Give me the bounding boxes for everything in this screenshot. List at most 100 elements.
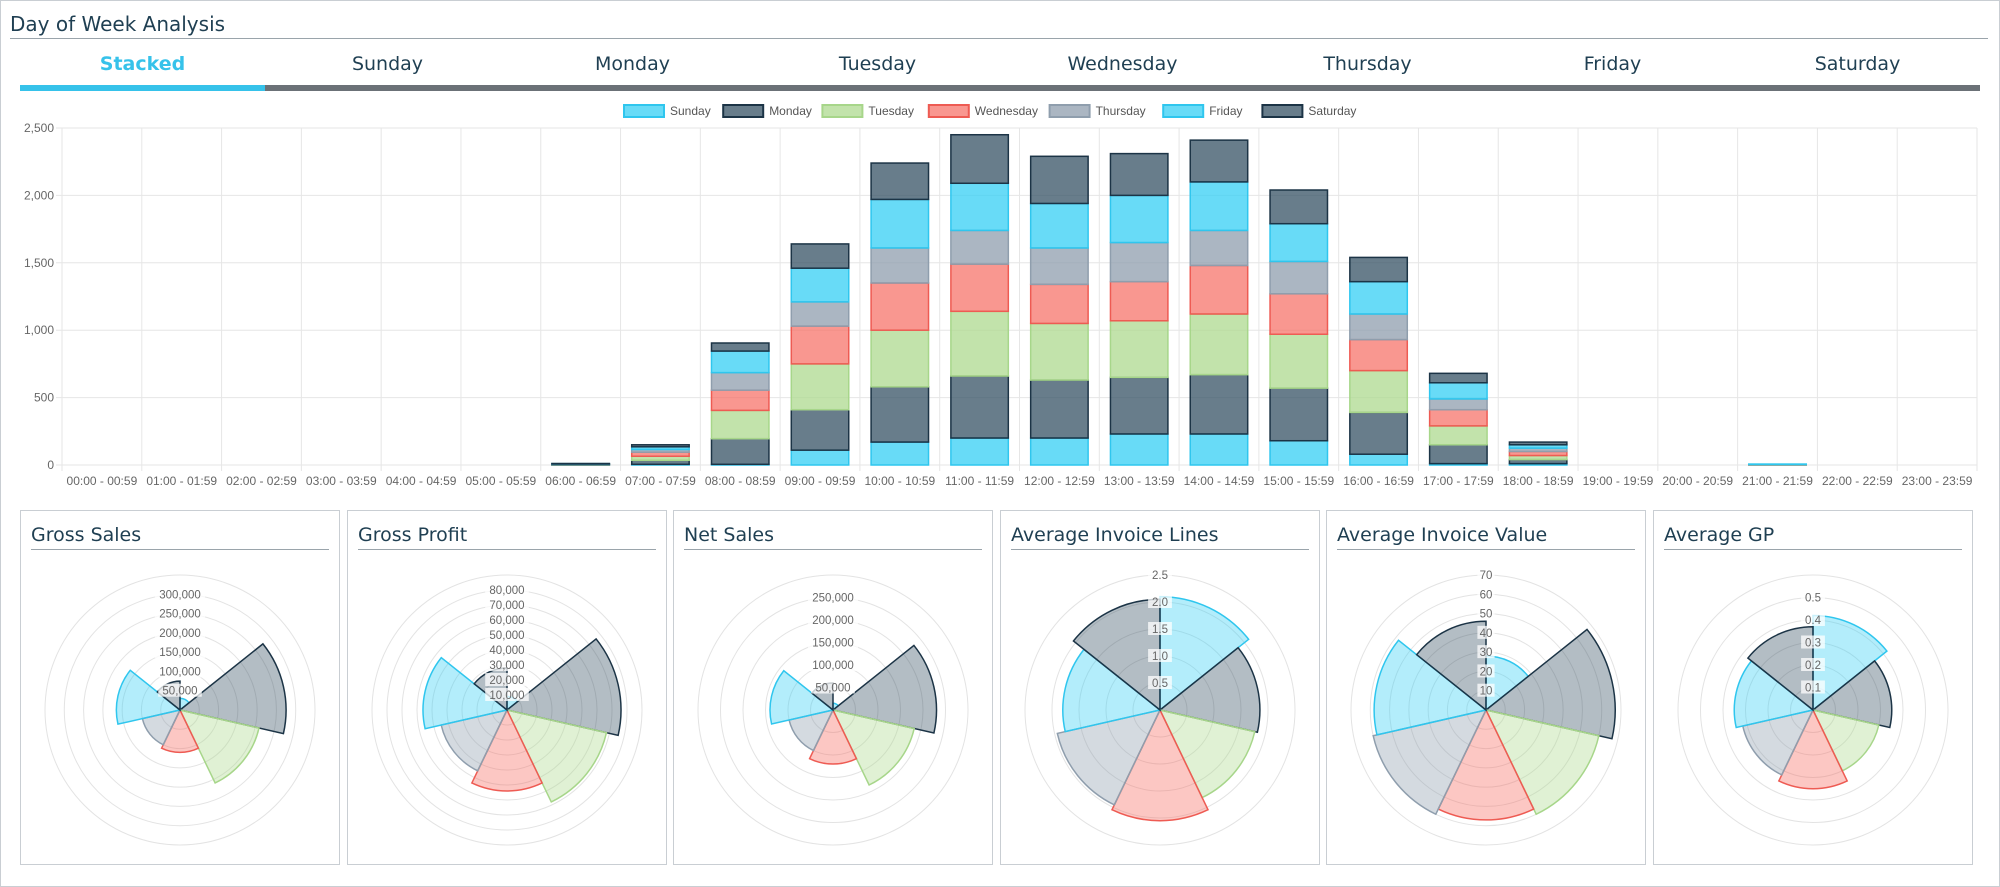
- x-tick-label: 07:00 - 07:59: [625, 474, 696, 488]
- legend-label-friday: Friday: [1209, 104, 1242, 118]
- polar-tick-label: 50,000: [489, 630, 524, 642]
- tab-wednesday[interactable]: Wednesday: [1067, 53, 1178, 75]
- panel-title: Average GP: [1664, 524, 1775, 546]
- polar-slice-wednesday: [1437, 708, 1535, 821]
- tab-thursday[interactable]: Thursday: [1323, 53, 1412, 75]
- polar-tick-backdrop: [158, 683, 202, 697]
- legend-label-monday: Monday: [769, 104, 812, 118]
- polar-tick-backdrop: [1477, 568, 1495, 581]
- bar-segment-saturday: [1349, 256, 1409, 283]
- bar-segment-friday: [1029, 202, 1089, 249]
- polar-tick-backdrop: [807, 590, 859, 604]
- bar-segment-tuesday: [1029, 322, 1089, 381]
- polar-slice-friday: [1062, 648, 1162, 733]
- bar-segment-tuesday: [950, 310, 1010, 377]
- polar-slice-tuesday: [831, 708, 916, 787]
- bar-segment-friday: [870, 198, 930, 249]
- polar-tick-backdrop: [154, 625, 206, 639]
- gross-profit-polar-chart: 10,000 20,000 30,000 40,000 50,000 60,000 70,0…: [371, 574, 643, 846]
- x-tick-label: 22:00 - 22:59: [1822, 474, 1893, 488]
- polar-tick-label: 10,000: [489, 690, 524, 702]
- polar-tick-backdrop: [485, 643, 529, 656]
- bar-segment-wednesday: [1349, 338, 1409, 372]
- bar-segment-friday: [710, 350, 770, 374]
- x-tick-label: 13:00 - 13:59: [1104, 474, 1175, 488]
- polar-slice-friday: [115, 669, 182, 726]
- bar-segment-wednesday: [1109, 280, 1169, 322]
- polar-tick-backdrop: [1477, 606, 1495, 620]
- hourly-stacked-bar-chart: Sunday Monday Tuesday Wednesday Thursday Frid…: [24, 104, 1978, 488]
- tab-friday[interactable]: Friday: [1583, 53, 1642, 75]
- legend-label-tuesday: Tuesday: [868, 104, 914, 118]
- polar-tick-backdrop: [811, 680, 855, 694]
- bar-segment-sunday: [1189, 433, 1249, 466]
- polar-tick-label: 300,000: [159, 589, 201, 601]
- polar-tick-label: 1.5: [1152, 624, 1168, 636]
- polar-tick-label: 0.2: [1805, 660, 1821, 672]
- tab-sunday[interactable]: Sunday: [351, 53, 424, 75]
- panel-average-invoice-lines: Average Invoice Lines 0.5 1.0 1.5 2.0 2.5: [1000, 510, 1320, 865]
- bar-segment-saturday: [790, 243, 850, 269]
- polar-tick-label: 50: [1480, 609, 1493, 621]
- chart-legend: Sunday Monday Tuesday Wednesday Thursday Frid…: [623, 104, 1356, 118]
- y-tick-label: 0: [47, 458, 54, 472]
- y-tick-label: 2,500: [24, 121, 54, 135]
- polar-tick-label: 30,000: [489, 660, 524, 672]
- polar-slice-tuesday: [1811, 708, 1880, 772]
- legend-label-wednesday: Wednesday: [975, 104, 1038, 118]
- x-tick-label: 17:00 - 17:59: [1423, 474, 1494, 488]
- y-tick-label: 1,000: [24, 323, 54, 337]
- panel-gross-profit: Gross Profit 10,000 20,000 30,000 40,000 50,…: [347, 510, 667, 865]
- polar-slice-tuesday: [178, 708, 260, 784]
- polar-tick-backdrop: [485, 673, 529, 686]
- polar-tick-label: 150,000: [812, 638, 854, 650]
- polar-slice-friday: [1373, 639, 1488, 736]
- panel-divider: [358, 549, 656, 550]
- polar-tick-label: 50,000: [815, 683, 850, 695]
- bar-segment-saturday: [630, 444, 690, 448]
- tab-stacked[interactable]: Stacked: [99, 53, 186, 75]
- page-title: Day of Week Analysis: [10, 12, 226, 36]
- bar-segment-sunday: [1349, 453, 1409, 466]
- polar-ring: [1677, 574, 1949, 846]
- x-tick-label: 16:00 - 16:59: [1343, 474, 1414, 488]
- bar-segment-sunday: [1109, 433, 1169, 466]
- bar-segment-thursday: [1428, 398, 1488, 411]
- tab-saturday[interactable]: Saturday: [1814, 53, 1901, 75]
- polar-tick-backdrop: [1148, 649, 1172, 662]
- tab-strip: Stacked Sunday Monday Tuesday Wednesday …: [20, 44, 1980, 92]
- polar-tick-label: 60,000: [489, 615, 524, 627]
- x-tick-label: 08:00 - 08:59: [705, 474, 776, 488]
- bar-segment-monday: [790, 408, 850, 451]
- bar-segment-sunday: [1269, 439, 1329, 466]
- polar-tick-backdrop: [1801, 635, 1825, 649]
- chart-grid: [56, 127, 1978, 471]
- polar-ticks: 0.1 0.2 0.3 0.4 0.5: [1801, 590, 1825, 695]
- bar-segment-wednesday: [1189, 264, 1249, 315]
- polar-tick-backdrop: [1477, 664, 1495, 678]
- panel-divider: [1011, 549, 1309, 550]
- bar-segment-wednesday: [1269, 293, 1329, 335]
- x-tick-label: 01:00 - 01:59: [146, 474, 217, 488]
- bar-segment-saturday: [1428, 372, 1488, 384]
- polar-slice-wednesday: [160, 708, 200, 754]
- bar-segment-thursday: [790, 301, 850, 327]
- legend-swatch-thursday: [1048, 104, 1091, 118]
- polar-tick-backdrop: [1148, 622, 1172, 635]
- y-tick-label: 500: [34, 391, 54, 405]
- polar-tick-label: 150,000: [159, 647, 201, 659]
- polar-tick-backdrop: [1801, 658, 1825, 671]
- bar-segment-friday: [1189, 181, 1249, 232]
- polar-slice-thursday: [1372, 708, 1488, 816]
- average-invoice-value-polar-chart: 10 20 30 40 50 60 70: [1350, 568, 1622, 846]
- panel-divider: [1664, 549, 1962, 550]
- bar-segment-tuesday: [1109, 320, 1169, 379]
- tab-tuesday[interactable]: Tuesday: [838, 53, 917, 75]
- bar-segment-tuesday: [1189, 313, 1249, 376]
- polar-tick-backdrop: [485, 598, 529, 611]
- bar-segment-monday: [1428, 444, 1488, 465]
- tab-monday[interactable]: Monday: [594, 53, 670, 75]
- polar-tick-label: 70,000: [489, 600, 524, 612]
- bar-segment-saturday: [710, 342, 770, 352]
- bar-segment-thursday: [1269, 260, 1329, 295]
